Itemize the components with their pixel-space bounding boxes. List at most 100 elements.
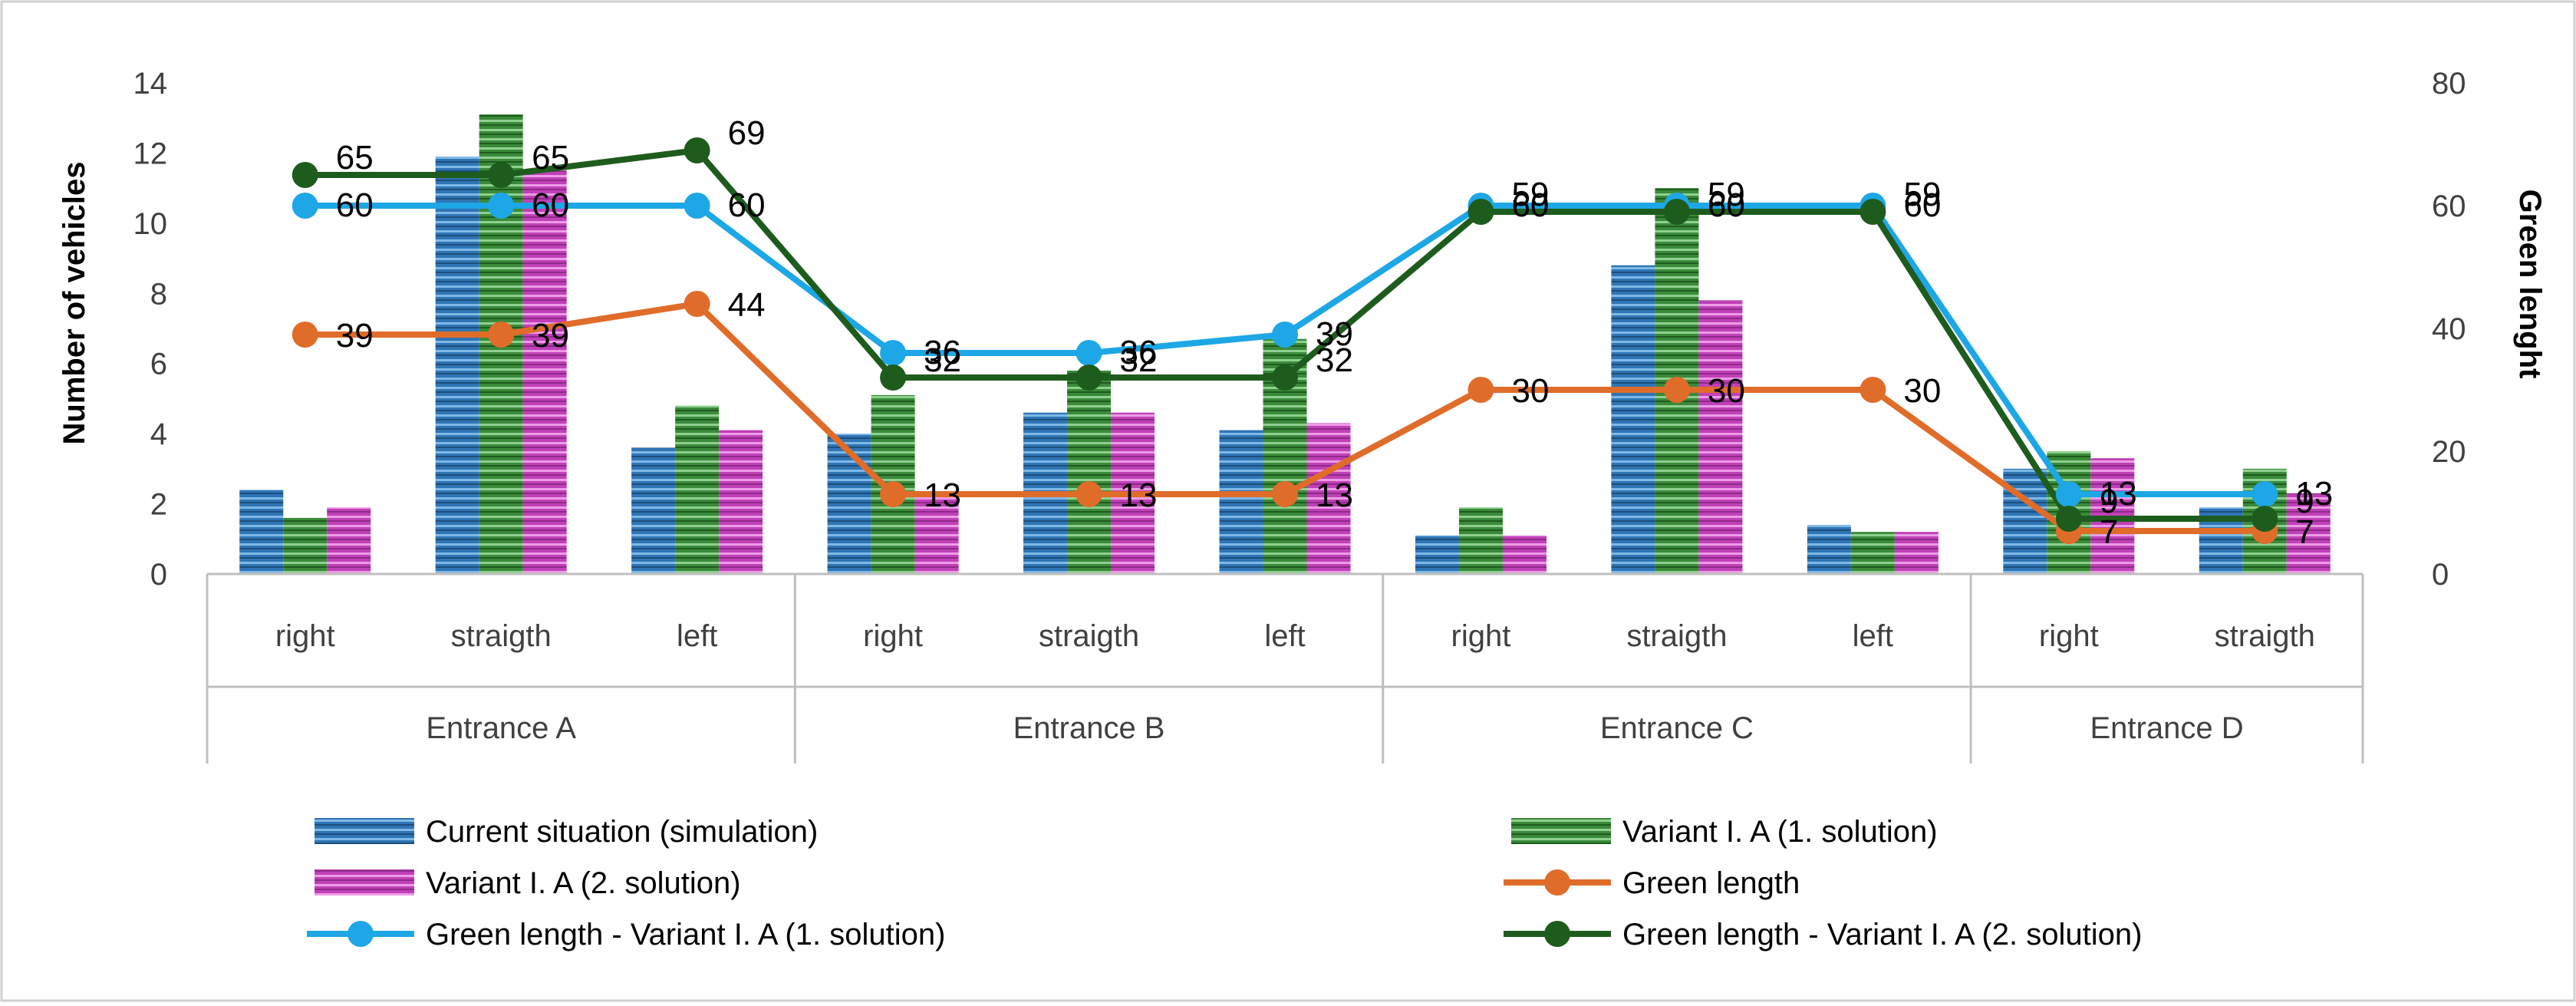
y-tick-label: 6 [150, 348, 167, 381]
line-3-label-8: 59 [1708, 176, 1745, 213]
legend-label: Variant I. A (2. solution) [426, 866, 741, 900]
line-3-label-4: 32 [924, 341, 961, 379]
line-3-point-5 [1076, 364, 1102, 391]
line-2-point-11 [2252, 481, 2278, 507]
y2-tick-label: 40 [2432, 312, 2466, 346]
line-1-label-1: 39 [336, 317, 374, 355]
bar-2-7 [1458, 507, 1503, 574]
bar-2-3 [675, 405, 720, 574]
line-1-label-6: 13 [1316, 477, 1353, 514]
line-3-label-1: 65 [336, 139, 374, 176]
bar-1-7 [1415, 535, 1459, 574]
lines-layer: 39 39 44 13 13 13 30 30 30 7 7 60 60 60 36 36 39 60 60 60 13… [292, 114, 2333, 551]
line-3-label-11: 9 [2295, 483, 2314, 520]
line-3-point-9 [1860, 199, 1886, 225]
legend-label: Current situation (simulation) [426, 815, 818, 849]
bar-2-5 [1067, 370, 1112, 574]
legend-swatch-bar-3 [315, 869, 414, 896]
line-1-point-1 [292, 322, 318, 348]
group-label: Entrance B [1013, 711, 1165, 745]
category-label: left [1853, 619, 1893, 653]
line-3-point-3 [684, 137, 710, 163]
line-3-point-11 [2252, 506, 2278, 532]
line-2-label-6: 39 [1316, 315, 1353, 353]
category-label: right [1451, 619, 1511, 653]
bar-3-1 [327, 507, 371, 574]
line-3-point-10 [2055, 506, 2082, 532]
line-1-point-3 [684, 291, 710, 317]
line-1-label-10: 7 [2100, 513, 2118, 551]
line-2-label-7: 60 [1511, 186, 1549, 224]
legend-marker-3 [1544, 921, 1570, 947]
line-2-label-9: 60 [1903, 186, 1941, 224]
y2-axis-title: Green lenght [2513, 190, 2547, 379]
y-axis-title: Number of vehicles [58, 161, 91, 444]
category-label: right [863, 619, 923, 653]
line-2-label-11: 13 [2295, 475, 2333, 513]
bar-3-3 [719, 430, 763, 574]
line-1-point-2 [488, 322, 515, 348]
line-1-point-9 [1860, 377, 1886, 403]
legend-label: Green length - Variant I. A (1. solution… [426, 918, 945, 952]
bar-2-9 [1850, 532, 1895, 574]
y2-axis-ticks: 0 20 40 60 80 [2432, 67, 2466, 592]
bar-1-4 [827, 434, 871, 574]
y-tick-label: 14 [133, 67, 168, 101]
line-1-label-3: 44 [728, 286, 766, 324]
line-3-label-10: 9 [2100, 483, 2118, 520]
line-1-point-6 [1272, 481, 1298, 507]
y-tick-label: 10 [133, 207, 168, 241]
legend-swatch-bar-1 [315, 818, 414, 844]
line-2-label-3: 60 [728, 186, 766, 224]
y2-tick-label: 0 [2432, 558, 2449, 592]
line-3-point-2 [488, 162, 515, 188]
bar-1-1 [239, 490, 284, 574]
bar-3-9 [1894, 532, 1939, 574]
bar-1-6 [1219, 430, 1263, 574]
line-2-label-4: 36 [924, 334, 961, 371]
line-2-label-10: 13 [2100, 475, 2137, 513]
y2-tick-label: 80 [2432, 67, 2466, 101]
y-tick-label: 4 [150, 417, 167, 451]
bar-1-2 [435, 157, 479, 574]
line-1-label-11: 7 [2295, 513, 2314, 551]
line-2-point-10 [2055, 481, 2082, 507]
bar-2-1 [283, 517, 328, 574]
category-axis: Entrance A Entrance B Entrance C Entrance D… [206, 572, 2364, 764]
category-label: right [275, 619, 335, 653]
line-3-label-7: 59 [1511, 176, 1549, 213]
category-label: left [677, 619, 717, 653]
line-2-point-1 [292, 193, 318, 219]
line-1-point-7 [1468, 377, 1494, 403]
line-3-label-6: 32 [1316, 341, 1353, 379]
line-1-label-8: 30 [1708, 372, 1745, 410]
line-2-label-1: 60 [336, 186, 374, 224]
bar-3-7 [1502, 535, 1547, 574]
y2-tick-label: 20 [2432, 435, 2466, 469]
category-label: straigth [1039, 619, 1139, 653]
line-2-point-4 [880, 340, 907, 366]
legend-label: Green length [1622, 866, 1800, 900]
line-2-point-5 [1076, 340, 1102, 366]
line-2-point-3 [684, 193, 710, 219]
legend-marker-2 [348, 921, 374, 947]
y-axis-ticks: 0 2 4 6 8 10 12 14 [133, 67, 168, 592]
legend-label: Green length - Variant I. A (2. solution… [1622, 918, 2142, 952]
bar-1-9 [1807, 525, 1851, 574]
line-2-point-6 [1272, 322, 1298, 348]
line-3-point-6 [1272, 364, 1298, 391]
legend-label: Variant I. A (1. solution) [1622, 815, 1938, 849]
line-2-label-8: 60 [1708, 186, 1745, 224]
y-tick-label: 2 [150, 488, 167, 522]
bar-3-2 [522, 170, 567, 575]
line-3-label-9: 59 [1903, 176, 1941, 213]
bar-1-8 [1611, 265, 1655, 574]
legend: Current situation (simulation) Variant I.… [307, 815, 2142, 952]
line-2-label-2: 60 [532, 186, 569, 224]
y-tick-label: 8 [150, 277, 167, 311]
bar-3-6 [1306, 423, 1351, 574]
line-3-point-4 [880, 364, 907, 391]
bar-1-3 [631, 447, 676, 574]
